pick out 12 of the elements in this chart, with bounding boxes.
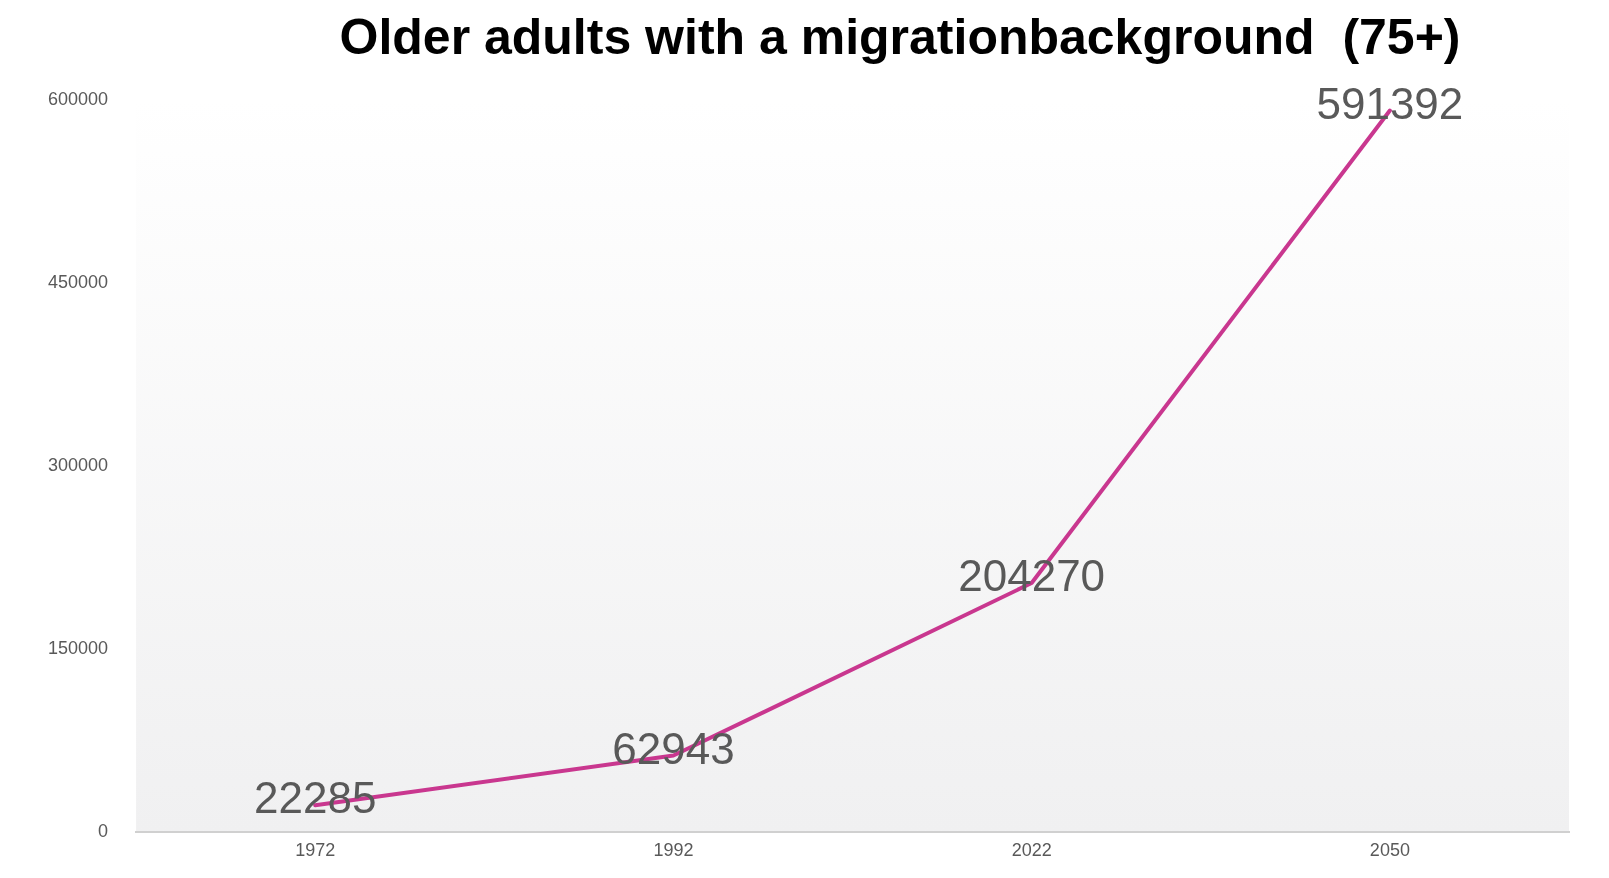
x-tick-label: 2050	[1369, 840, 1410, 861]
data-label: 22285	[254, 773, 377, 823]
y-tick-label: 300000	[47, 455, 109, 476]
chart-title: Older adults with a migrationbackground (75+)	[338, 8, 1462, 66]
y-tick-label: 450000	[47, 272, 109, 293]
x-tick-label: 2022	[1011, 840, 1052, 861]
y-tick-label: 0	[98, 821, 109, 842]
x-tick-label: 1972	[295, 840, 336, 861]
x-tick-label: 1992	[653, 840, 694, 861]
y-tick-label: 150000	[47, 638, 109, 659]
y-tick-label: 600000	[47, 88, 109, 109]
data-label: 591392	[1316, 78, 1464, 128]
